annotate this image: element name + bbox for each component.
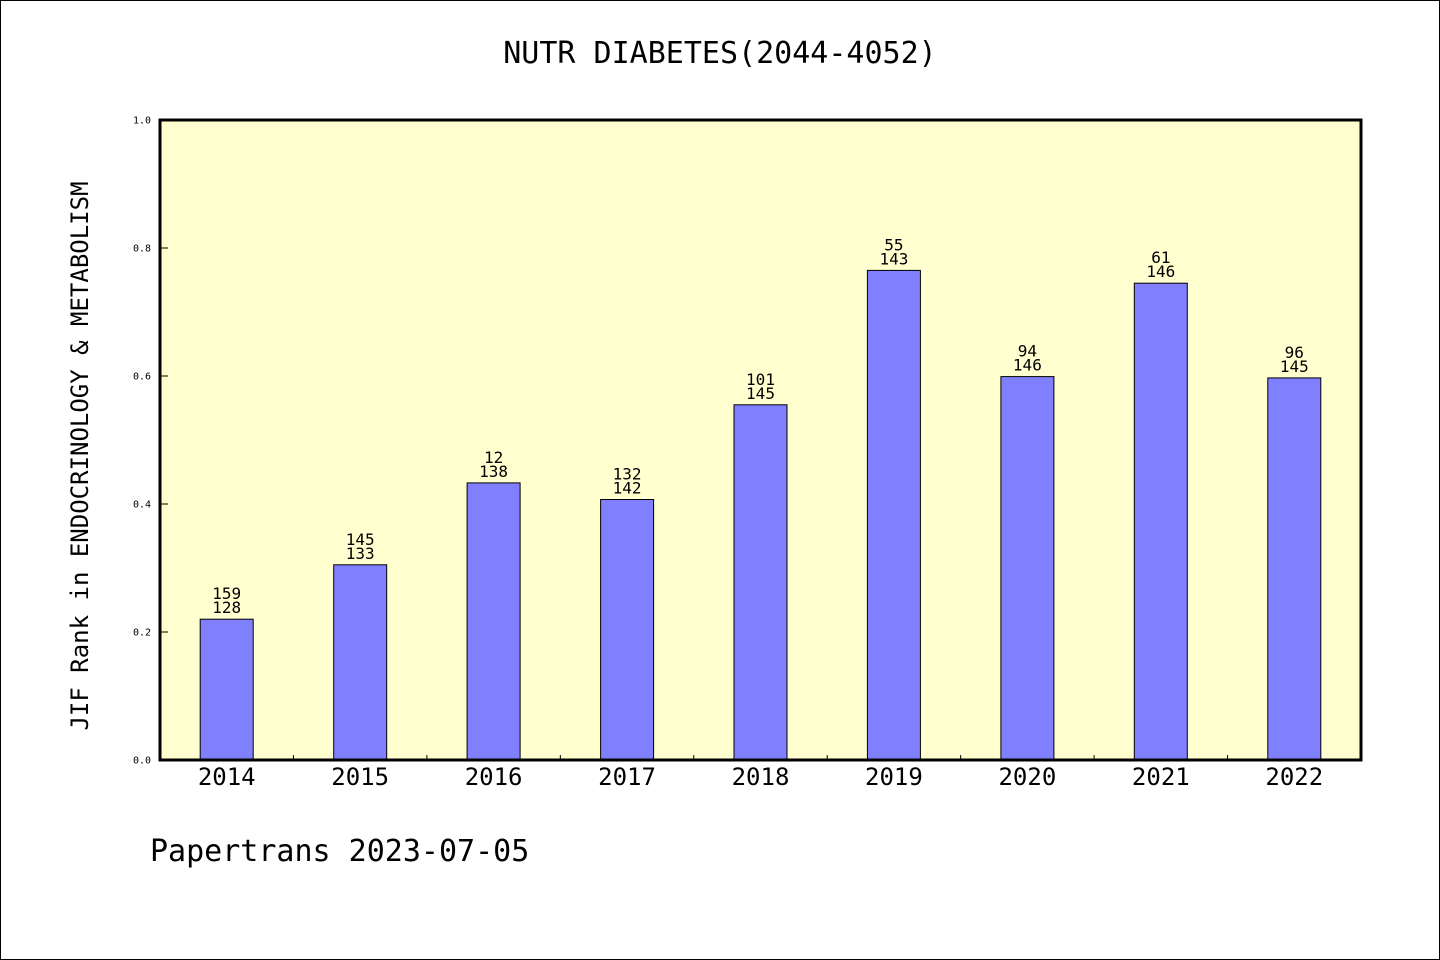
bar-2019 [866,269,921,761]
y-tick-label-1.0: 1.0 [133,116,151,127]
x-tick-label-2017: 2017 [598,763,656,791]
y-tick-label-0.8: 0.8 [133,244,151,255]
y-tick-label-0.2: 0.2 [133,628,151,639]
bar-2021 [1133,282,1188,761]
x-tick-label-2021: 2021 [1132,763,1190,791]
chart-title: NUTR DIABETES(2044-4052) [503,36,937,71]
x-tick-label-2016: 2016 [465,763,523,791]
bar-2020 [1000,376,1055,761]
data-label-rank-2017: 132 [613,465,642,484]
data-label-total-2020: 146 [1013,356,1042,375]
data-label-rank-2015: 145 [346,530,375,549]
y-tick-label-0.4: 0.4 [133,500,151,511]
data-label-total-2021: 146 [1146,262,1175,281]
x-tick-label-2014: 2014 [198,763,256,791]
x-tick-label-2018: 2018 [732,763,790,791]
x-tick-label-2019: 2019 [865,763,923,791]
bar-2016 [466,482,521,761]
data-label-total-2017: 142 [613,479,642,498]
data-label-total-2018: 145 [746,384,775,403]
y-tick-label-0.0: 0.0 [133,756,151,767]
data-label-total-2022: 145 [1280,357,1309,376]
data-label-total-2019: 143 [879,249,908,268]
bar-2022 [1267,377,1322,761]
x-tick-label-2022: 2022 [1265,763,1323,791]
data-label-rank-2022: 96 [1285,343,1304,362]
data-label-rank-2020: 94 [1018,342,1037,361]
bar-2015 [333,564,388,761]
bar-2014 [199,618,254,761]
y-tick-label-0.6: 0.6 [133,372,151,383]
data-label-rank-2019: 55 [884,235,903,254]
data-label-rank-2018: 101 [746,370,775,389]
data-label-total-2016: 138 [479,462,508,481]
data-label-total-2014: 128 [212,598,241,617]
bar-2017 [600,499,655,761]
x-tick-label-2020: 2020 [998,763,1056,791]
data-label-rank-2016: 12 [484,448,503,467]
data-label-rank-2014: 159 [212,584,241,603]
bar-2018 [733,404,788,761]
data-label-rank-2021: 61 [1151,248,1170,267]
footer-credit: Papertrans 2023-07-05 [150,834,530,869]
data-label-total-2015: 133 [346,544,375,563]
plot-border [158,118,1363,762]
x-tick-label-2015: 2015 [331,763,389,791]
